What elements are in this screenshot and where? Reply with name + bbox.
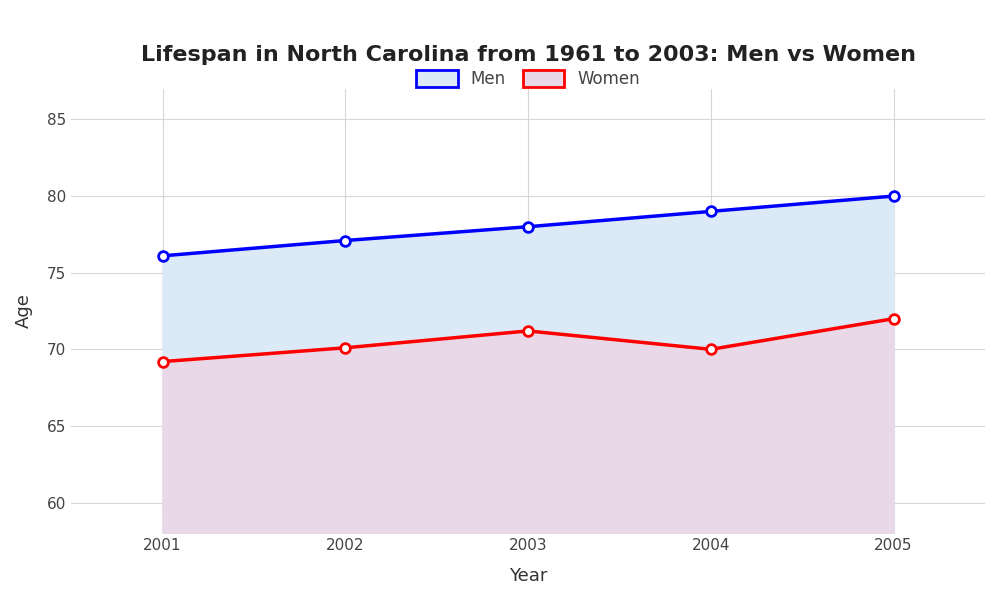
X-axis label: Year: Year: [509, 567, 547, 585]
Y-axis label: Age: Age: [15, 293, 33, 328]
Title: Lifespan in North Carolina from 1961 to 2003: Men vs Women: Lifespan in North Carolina from 1961 to …: [141, 45, 916, 65]
Legend: Men, Women: Men, Women: [408, 62, 649, 97]
